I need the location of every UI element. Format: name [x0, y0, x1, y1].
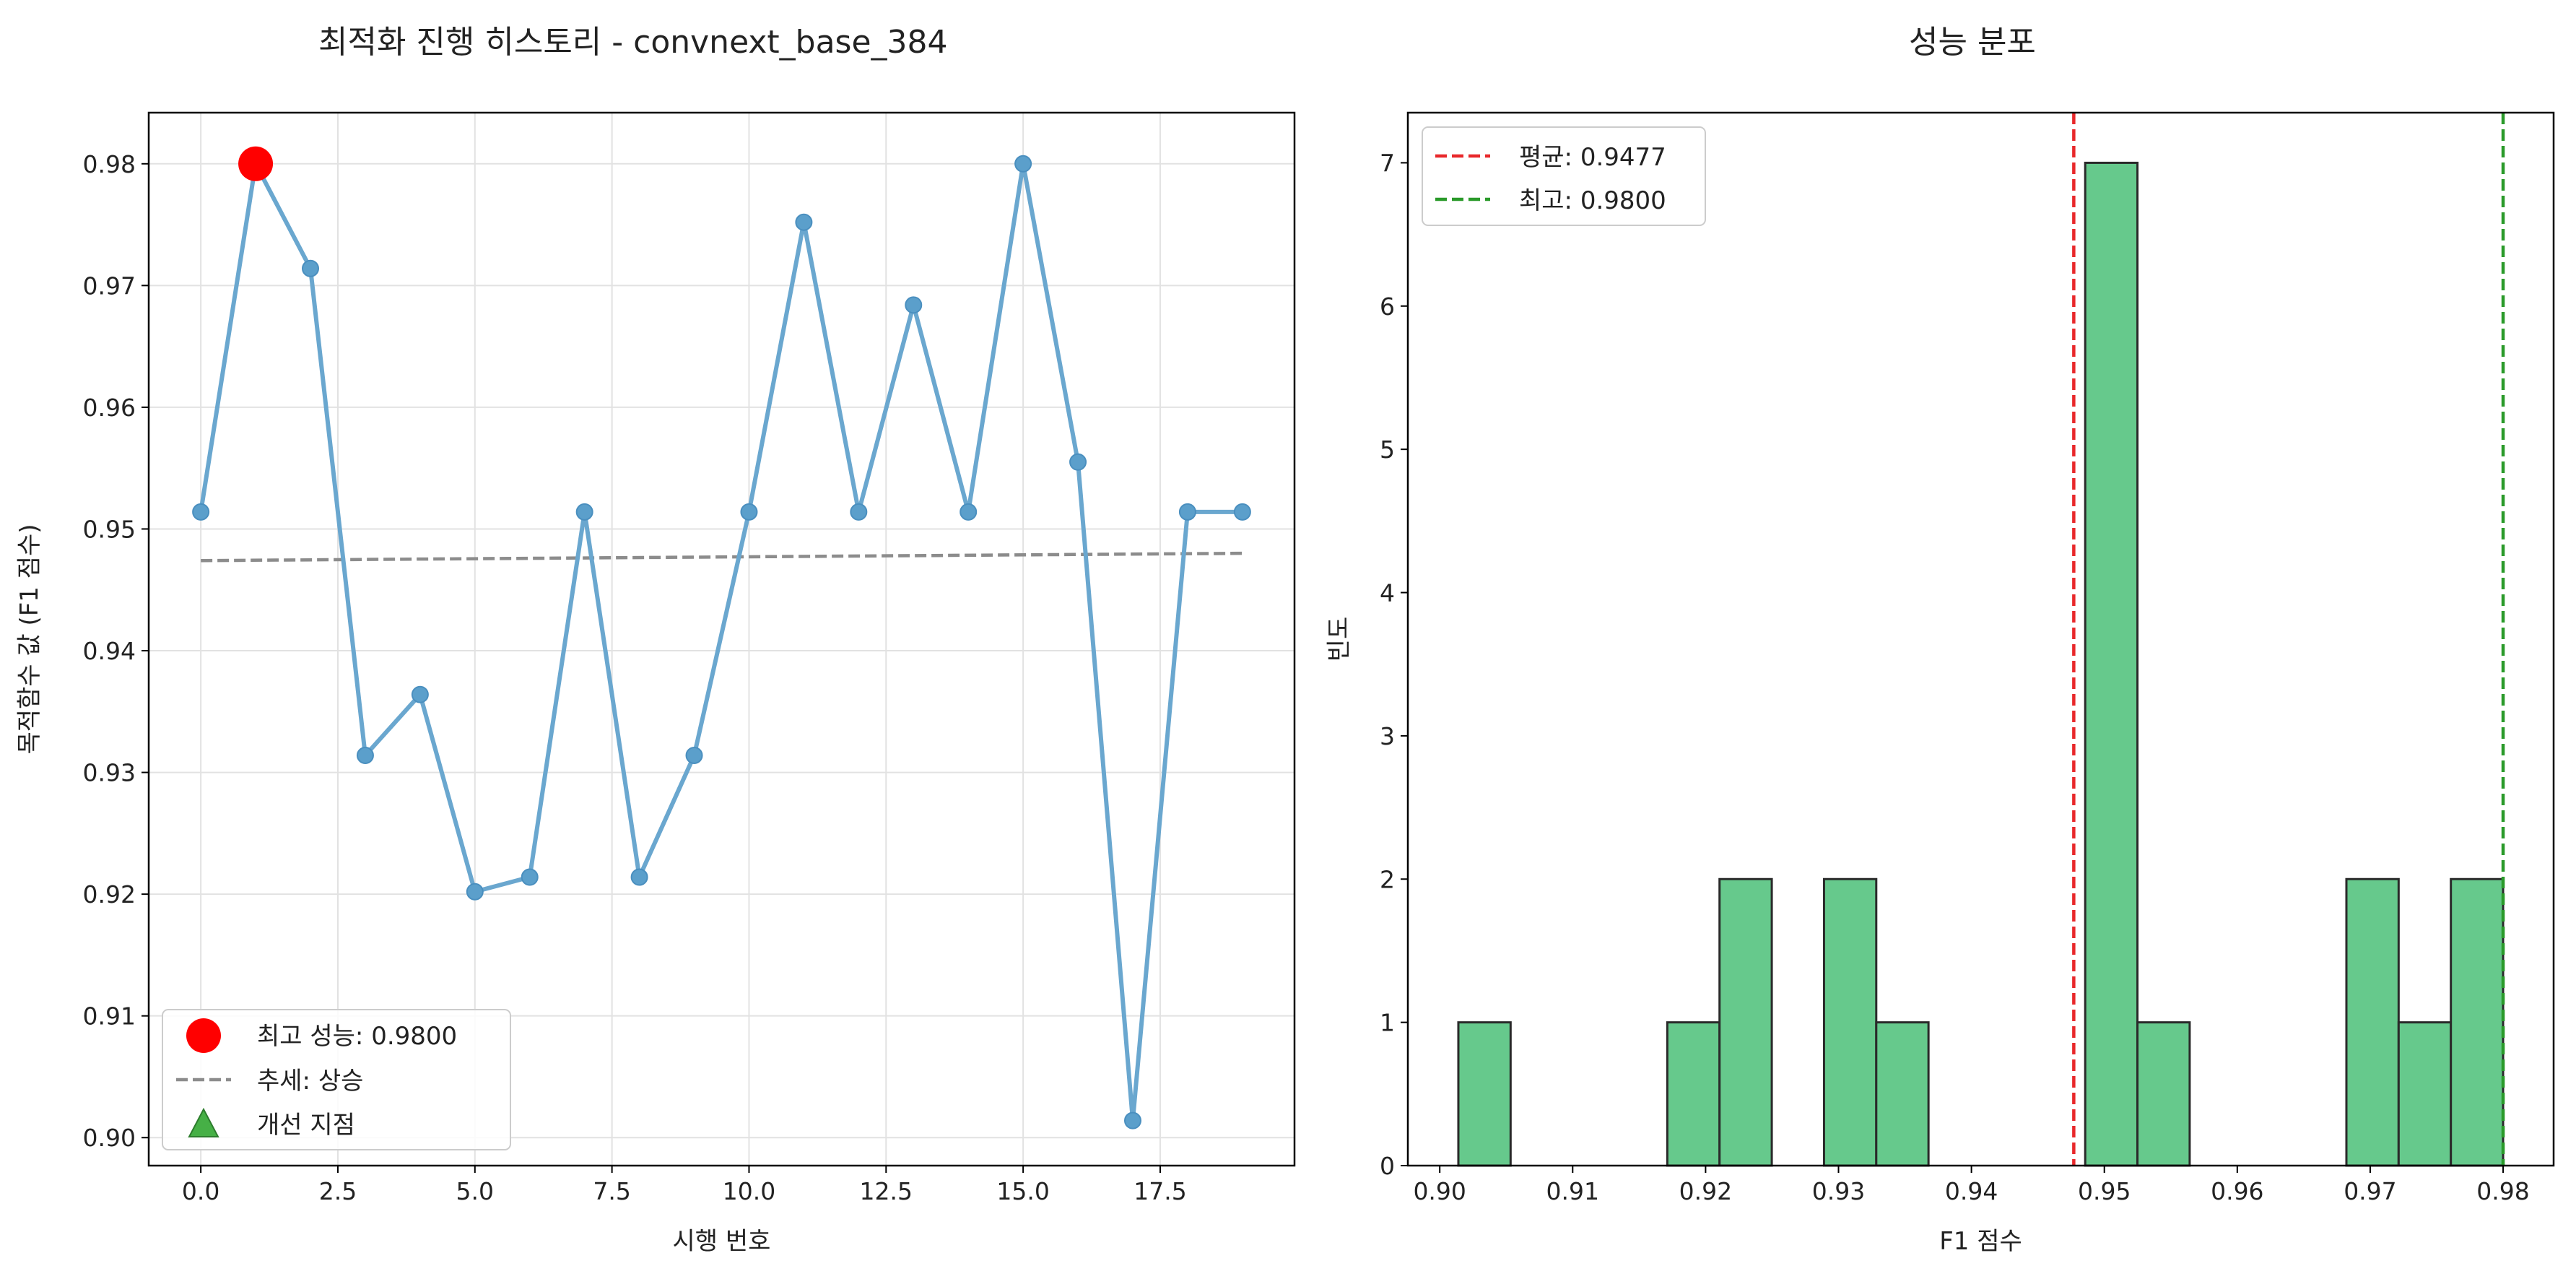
trial-point	[905, 296, 923, 314]
trial-series-line	[199, 161, 1243, 1123]
x-tick-label: 0.93	[1812, 1177, 1865, 1205]
x-tick-label: 7.5	[593, 1177, 630, 1205]
y-tick-label: 2	[1380, 865, 1395, 893]
trial-point	[685, 746, 703, 764]
y-tick-label: 0.93	[83, 759, 136, 787]
x-tick-label: 0.97	[2344, 1177, 2396, 1205]
x-tick-label: 0.0	[182, 1177, 219, 1205]
x-tick-label: 12.5	[860, 1177, 913, 1205]
x-tick-label: 5.0	[456, 1177, 494, 1205]
histogram-bar	[1666, 1021, 1721, 1167]
left-chart-title: 최적화 진행 히스토리 - convnext_base_384	[318, 24, 948, 61]
legend-improvement-label: 개선 지점	[257, 1111, 355, 1140]
histogram-bar	[2345, 877, 2400, 1167]
x-tick-label: 0.90	[1413, 1177, 1466, 1205]
x-tick-label: 0.96	[2211, 1177, 2263, 1205]
y-tick-label: 0.98	[83, 150, 136, 178]
trial-point	[192, 503, 210, 521]
right-chart: 0.90 0.91 0.92 0.93 0.94 0.95 0.96 0.97 0.98 0 1 2 3…	[1325, 111, 2555, 1256]
plot-frame	[147, 111, 1296, 1167]
x-tick-label: 0.95	[2078, 1177, 2131, 1205]
trial-point	[466, 883, 484, 901]
x-tick-label: 17.5	[1133, 1177, 1186, 1205]
histogram-bar	[1457, 1021, 1512, 1167]
x-tick-label: 0.94	[1945, 1177, 1998, 1205]
trial-point	[740, 503, 758, 521]
legend-mean-label: 평균: 0.9477	[1519, 143, 1666, 172]
y-tick-label: 3	[1380, 722, 1395, 750]
x-axis-label: F1 점수	[1939, 1227, 2022, 1256]
y-tick-label: 0.94	[83, 637, 136, 665]
x-tick-label: 0.91	[1546, 1177, 1599, 1205]
histogram-bar	[1822, 877, 1878, 1167]
y-tick-label: 0.91	[83, 1002, 136, 1031]
x-axis-label: 시행 번호	[673, 1227, 771, 1256]
histogram-bar	[2136, 1021, 2191, 1167]
trial-point	[1178, 503, 1196, 521]
legend-improvement-marker	[188, 1107, 219, 1137]
legend: 평균: 0.9477 최고: 0.9800	[1422, 126, 1706, 226]
plot-frame	[1406, 111, 2555, 1167]
legend-box	[1422, 126, 1706, 226]
x-tick-label: 15.0	[996, 1177, 1049, 1205]
trial-point	[1233, 503, 1251, 521]
y-axis-label: 목적함수 값 (F1 점수)	[15, 524, 44, 754]
y-tick-label: 0.97	[83, 272, 136, 300]
histogram-bar	[1875, 1021, 1930, 1167]
trial-point	[1014, 155, 1032, 173]
trial-point	[1069, 453, 1087, 471]
histogram-bar	[1718, 877, 1773, 1167]
right-chart-title: 성능 분포	[1909, 24, 2036, 61]
trial-point	[630, 868, 648, 886]
trial-point	[1123, 1111, 1141, 1130]
trial-point	[795, 213, 813, 231]
legend-best-label: 최고: 0.9800	[1519, 186, 1666, 215]
x-tick-label: 2.5	[319, 1177, 357, 1205]
trial-point	[411, 685, 429, 703]
y-tick-label: 4	[1380, 579, 1395, 607]
x-tick-label: 0.92	[1679, 1177, 1732, 1205]
x-tick-label: 0.98	[2476, 1177, 2529, 1205]
trend-line	[201, 551, 1243, 563]
histogram-bar	[2397, 1021, 2453, 1167]
y-tick-label: 0.95	[83, 515, 136, 543]
y-tick-label: 0.92	[83, 880, 136, 909]
y-tick-label: 0	[1380, 1152, 1395, 1180]
legend-best-label: 최고 성능: 0.9800	[257, 1022, 457, 1051]
trial-point	[302, 259, 320, 277]
best-point	[238, 146, 274, 181]
legend-best-marker	[186, 1018, 221, 1053]
left-chart: 0.0 2.5 5.0 7.5 10.0 12.5 15.0 17.5 0.90 0.91 0.92…	[15, 111, 1296, 1256]
y-tick-label: 7	[1380, 149, 1395, 177]
trial-point	[356, 746, 374, 764]
y-tick-label: 0.90	[83, 1124, 136, 1152]
histogram-bar	[2084, 161, 2139, 1167]
y-axis-label: 빈도	[1325, 617, 1354, 662]
legend-trend-label: 추세: 상승	[257, 1067, 363, 1096]
trial-point	[521, 868, 539, 886]
y-tick-label: 0.96	[83, 394, 136, 422]
trial-point	[960, 503, 978, 521]
x-tick-label: 10.0	[723, 1177, 775, 1205]
trial-point	[575, 503, 593, 521]
y-tick-label: 6	[1380, 292, 1395, 321]
y-tick-label: 1	[1380, 1009, 1395, 1037]
legend-box	[162, 1009, 511, 1150]
trial-point	[850, 503, 868, 521]
histogram-bar	[2450, 877, 2505, 1167]
y-tick-label: 5	[1380, 435, 1395, 464]
